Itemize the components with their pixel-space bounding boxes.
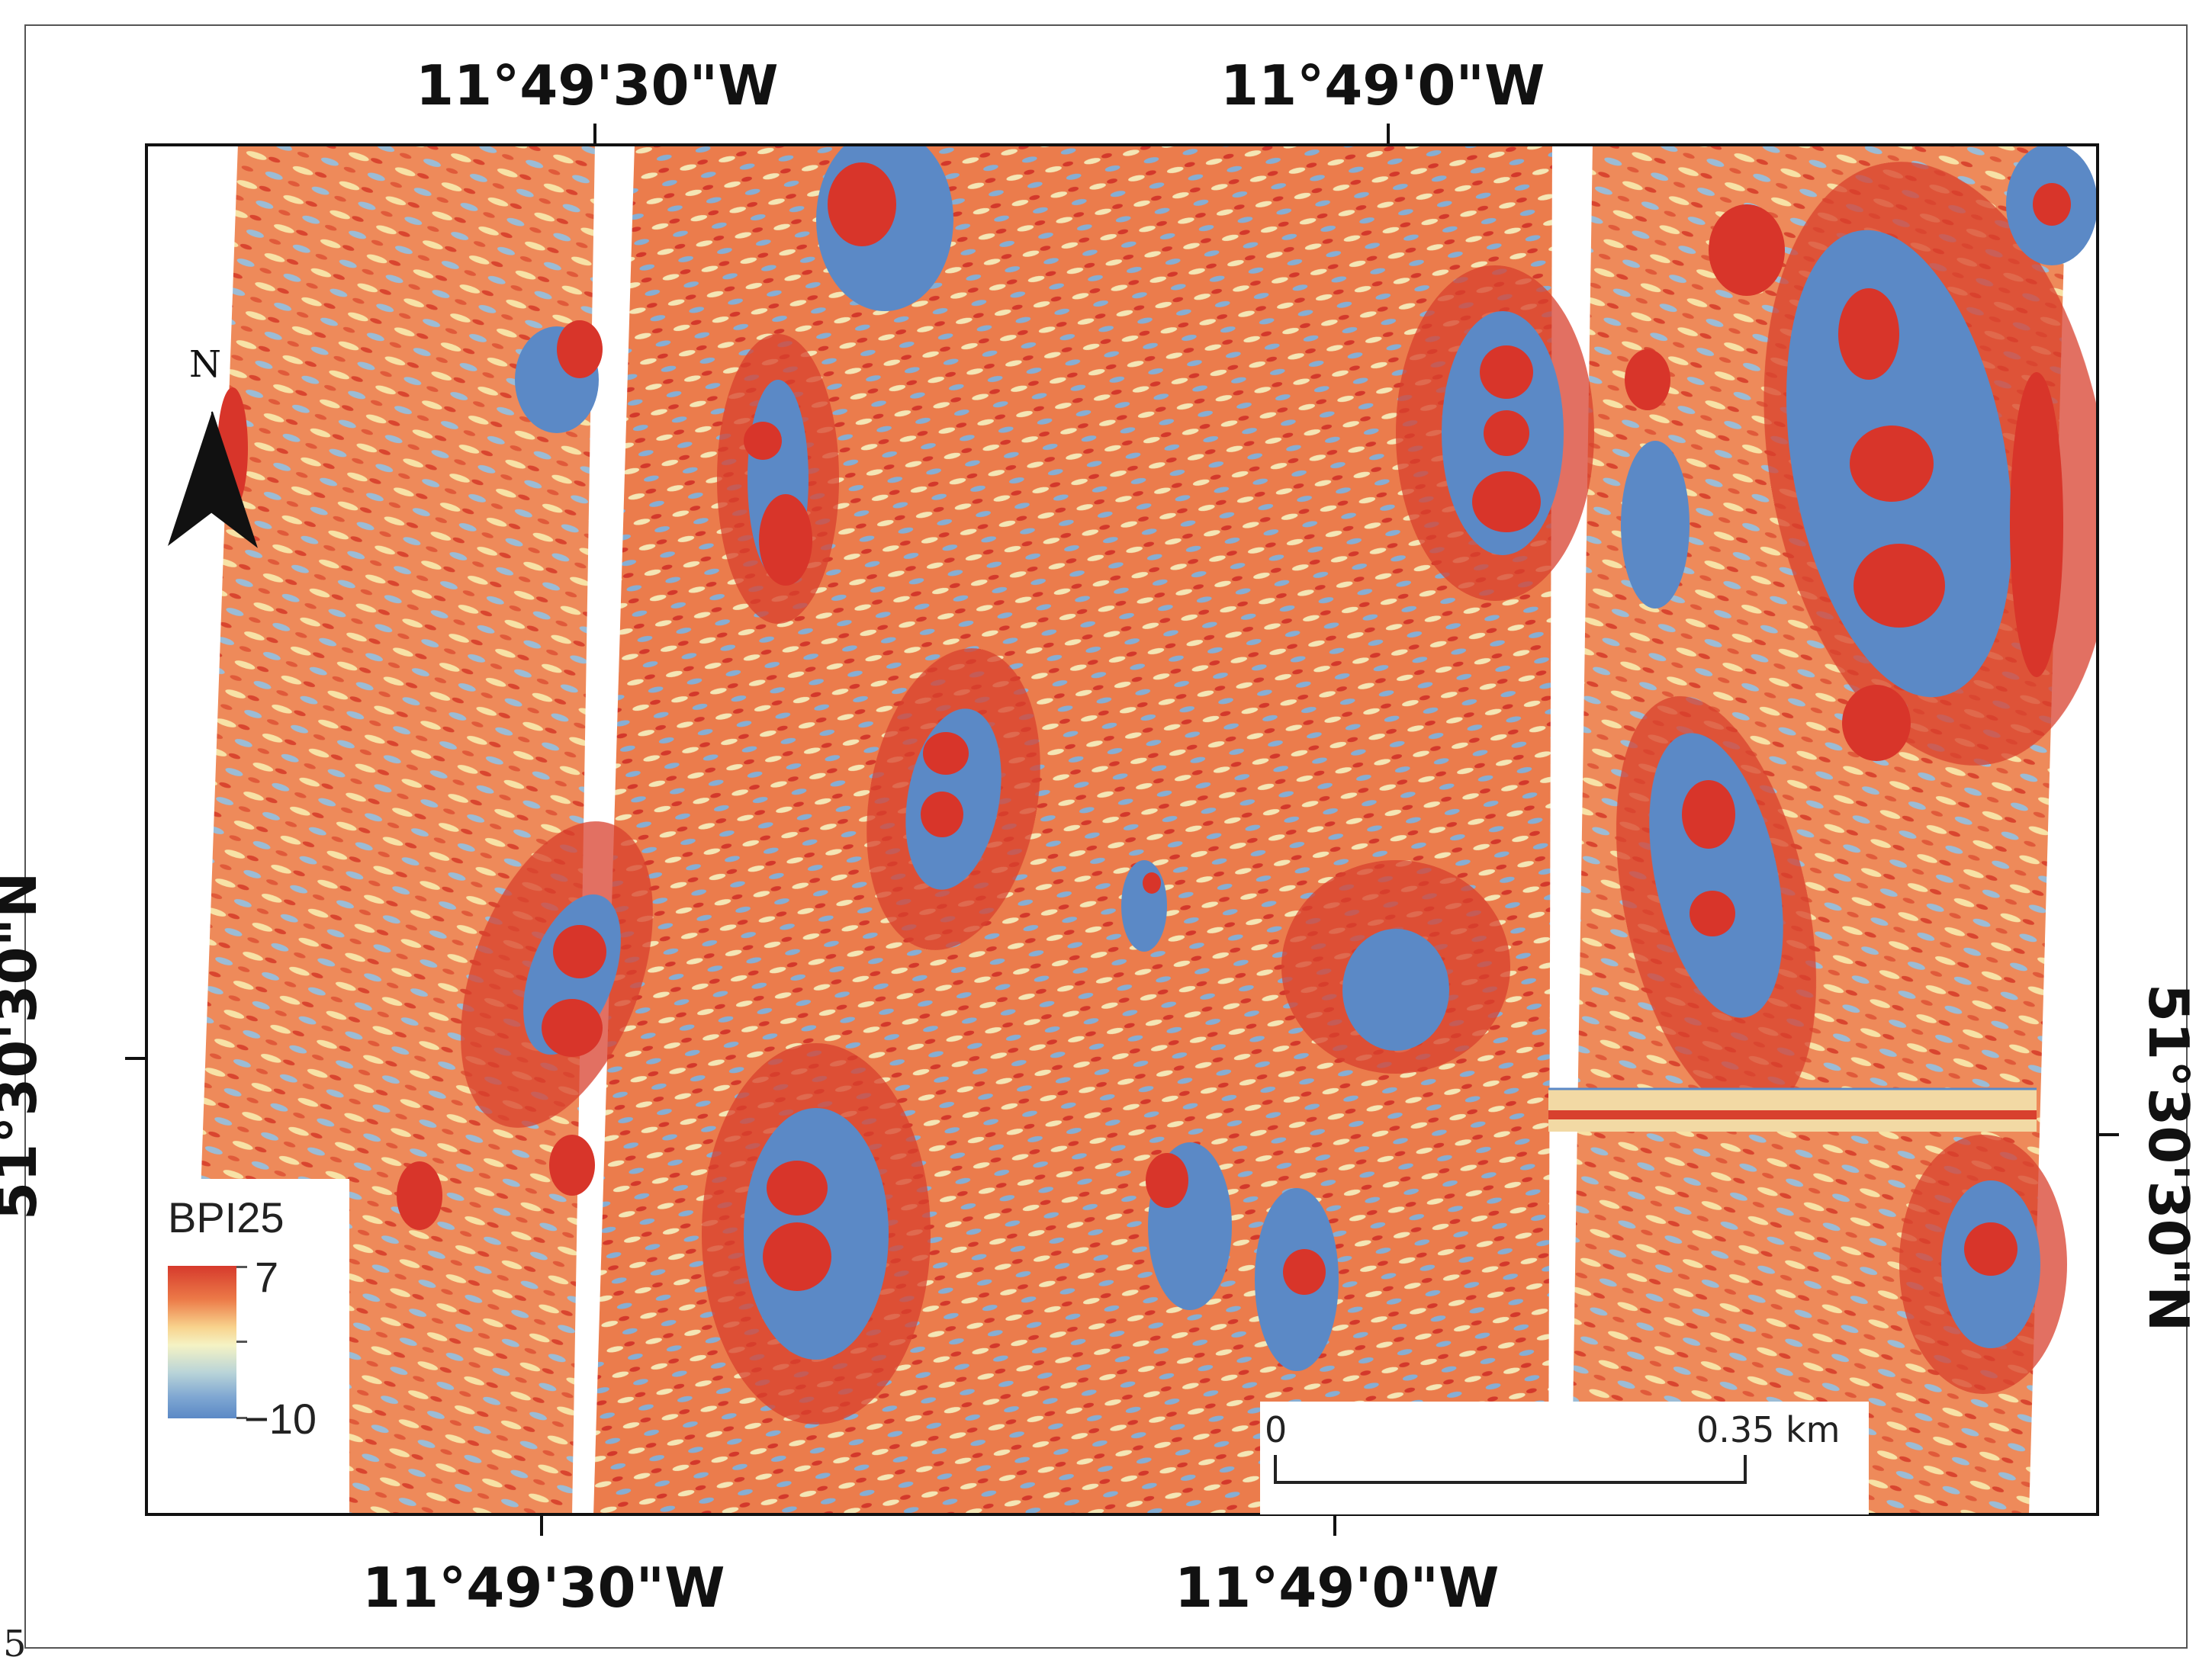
legend-tick-min [236, 1417, 247, 1419]
top-right-longitude-label: 11°49'0"W [1220, 53, 1545, 117]
scale-bar-end-label: 0.35 km [1696, 1409, 1841, 1450]
legend: BPI25 7 −10 [153, 1179, 349, 1513]
left-latitude-label: 51°30'30"N [0, 872, 49, 1220]
bathymetric-raster [189, 143, 2099, 1516]
bpi-map [125, 124, 2119, 1536]
map-neatline [145, 143, 2099, 1516]
north-arrow-label: N [189, 343, 221, 386]
legend-max-label: 7 [255, 1253, 279, 1301]
legend-title: BPI25 [168, 1193, 285, 1241]
page-number: 5 [3, 1623, 27, 1665]
bottom-left-longitude-label: 11°49'30"W [362, 1556, 725, 1620]
scale-bar-tick-start [1274, 1455, 1277, 1484]
tick-right [2099, 1133, 2119, 1136]
scale-bar-start-label: 0 [1265, 1409, 1288, 1450]
right-latitude-label: 51°30'30"N [2136, 984, 2201, 1332]
tick-bottom-right [1333, 1516, 1336, 1536]
tick-left [125, 1057, 145, 1060]
top-left-longitude-label: 11°49'30"W [416, 53, 779, 117]
tick-bottom-left [540, 1516, 543, 1536]
legend-tick-mid [236, 1341, 247, 1343]
swath-strip-1 [189, 143, 595, 1516]
legend-min-label: −10 [244, 1395, 317, 1443]
scale-bar-line [1274, 1481, 1747, 1484]
tick-top-left [593, 124, 596, 143]
legend-tick-max [236, 1266, 247, 1268]
scale-bar-tick-end [1744, 1455, 1747, 1484]
figure-frame [24, 24, 2188, 1649]
legend-color-ramp [168, 1266, 236, 1418]
bottom-right-longitude-label: 11°49'0"W [1175, 1556, 1500, 1620]
tick-top-right [1387, 124, 1390, 143]
scale-bar: 0 0.35 km [1260, 1402, 1869, 1514]
north-arrow-icon [168, 411, 258, 548]
